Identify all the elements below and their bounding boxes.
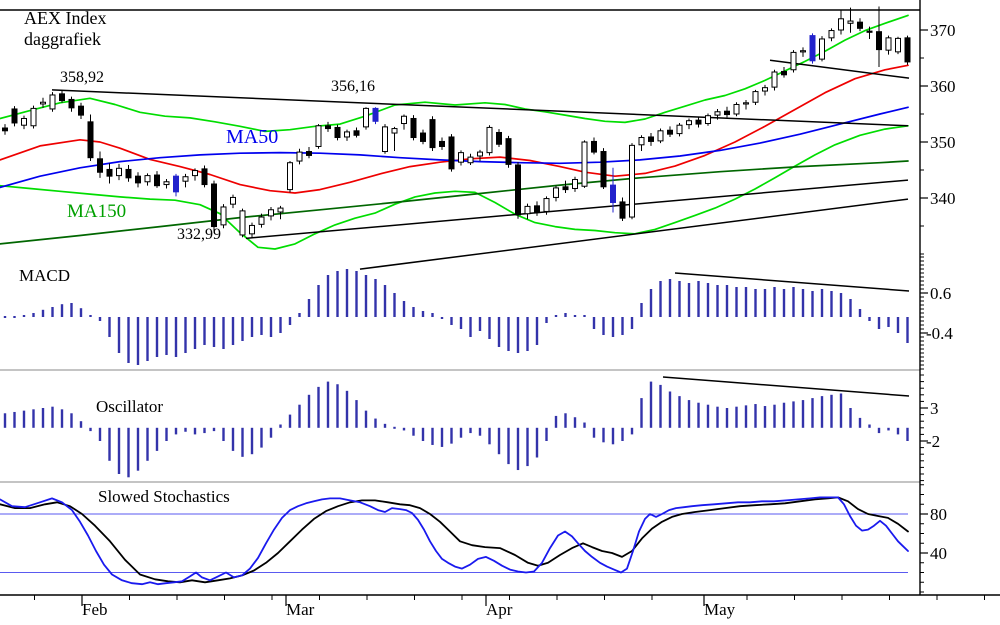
oscillator-panel-label: Oscillator xyxy=(96,397,164,416)
macd-panel-label: MACD xyxy=(19,266,71,285)
annotation-high-mar: 356,16 xyxy=(331,78,375,95)
stochastics-panel-label: Slowed Stochastics xyxy=(98,487,230,506)
svg-text:370: 370 xyxy=(930,21,956,40)
svg-text:360: 360 xyxy=(930,77,956,96)
chart-title-line2: daggrafiek xyxy=(24,28,101,49)
chart-title: AEX Index daggrafiek xyxy=(24,8,106,49)
month-label-may: May xyxy=(704,600,736,619)
month-label-apr: Apr xyxy=(486,600,513,619)
svg-text:350: 350 xyxy=(930,133,956,152)
ma150-label: MA150 xyxy=(67,201,127,222)
svg-text:-2: -2 xyxy=(926,432,940,451)
svg-text:-0.4: -0.4 xyxy=(926,324,953,343)
annotation-high-feb: 358,92 xyxy=(60,69,104,86)
month-label-feb: Feb xyxy=(82,600,108,619)
month-label-mar: Mar xyxy=(286,600,315,619)
annotation-low-feb: 332,99 xyxy=(177,226,221,243)
svg-text:40: 40 xyxy=(930,544,947,563)
svg-text:340: 340 xyxy=(930,189,956,208)
ma50-label: MA50 xyxy=(226,126,279,148)
chart-title-line1: AEX Index xyxy=(24,8,107,28)
svg-text:3: 3 xyxy=(930,399,939,418)
svg-text:80: 80 xyxy=(930,505,947,524)
svg-text:0.6: 0.6 xyxy=(930,284,951,303)
